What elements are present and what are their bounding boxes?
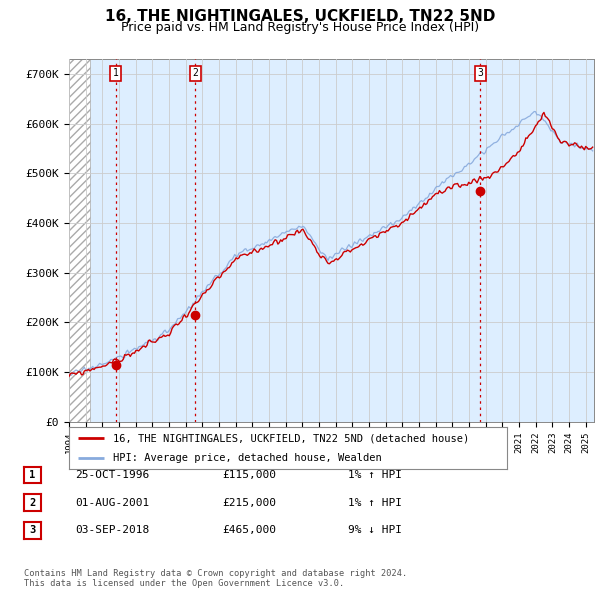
Text: 01-AUG-2001: 01-AUG-2001: [75, 498, 149, 507]
Text: 16, THE NIGHTINGALES, UCKFIELD, TN22 5ND: 16, THE NIGHTINGALES, UCKFIELD, TN22 5ND: [105, 9, 495, 24]
Text: 3: 3: [29, 526, 35, 535]
Text: 1% ↑ HPI: 1% ↑ HPI: [348, 498, 402, 507]
Text: 03-SEP-2018: 03-SEP-2018: [75, 526, 149, 535]
Text: HPI: Average price, detached house, Wealden: HPI: Average price, detached house, Weal…: [113, 454, 382, 463]
Text: 3: 3: [477, 68, 483, 78]
Text: £215,000: £215,000: [222, 498, 276, 507]
Text: 2: 2: [29, 498, 35, 507]
Text: 1% ↑ HPI: 1% ↑ HPI: [348, 470, 402, 480]
Text: £115,000: £115,000: [222, 470, 276, 480]
Text: 25-OCT-1996: 25-OCT-1996: [75, 470, 149, 480]
Bar: [69, 59, 90, 422]
Text: Price paid vs. HM Land Registry's House Price Index (HPI): Price paid vs. HM Land Registry's House …: [121, 21, 479, 34]
Text: 1: 1: [113, 68, 119, 78]
Text: 2: 2: [193, 68, 198, 78]
Text: 9% ↓ HPI: 9% ↓ HPI: [348, 526, 402, 535]
Text: Contains HM Land Registry data © Crown copyright and database right 2024.
This d: Contains HM Land Registry data © Crown c…: [24, 569, 407, 588]
Text: £465,000: £465,000: [222, 526, 276, 535]
Text: 1: 1: [29, 470, 35, 480]
Text: 16, THE NIGHTINGALES, UCKFIELD, TN22 5ND (detached house): 16, THE NIGHTINGALES, UCKFIELD, TN22 5ND…: [113, 433, 469, 443]
